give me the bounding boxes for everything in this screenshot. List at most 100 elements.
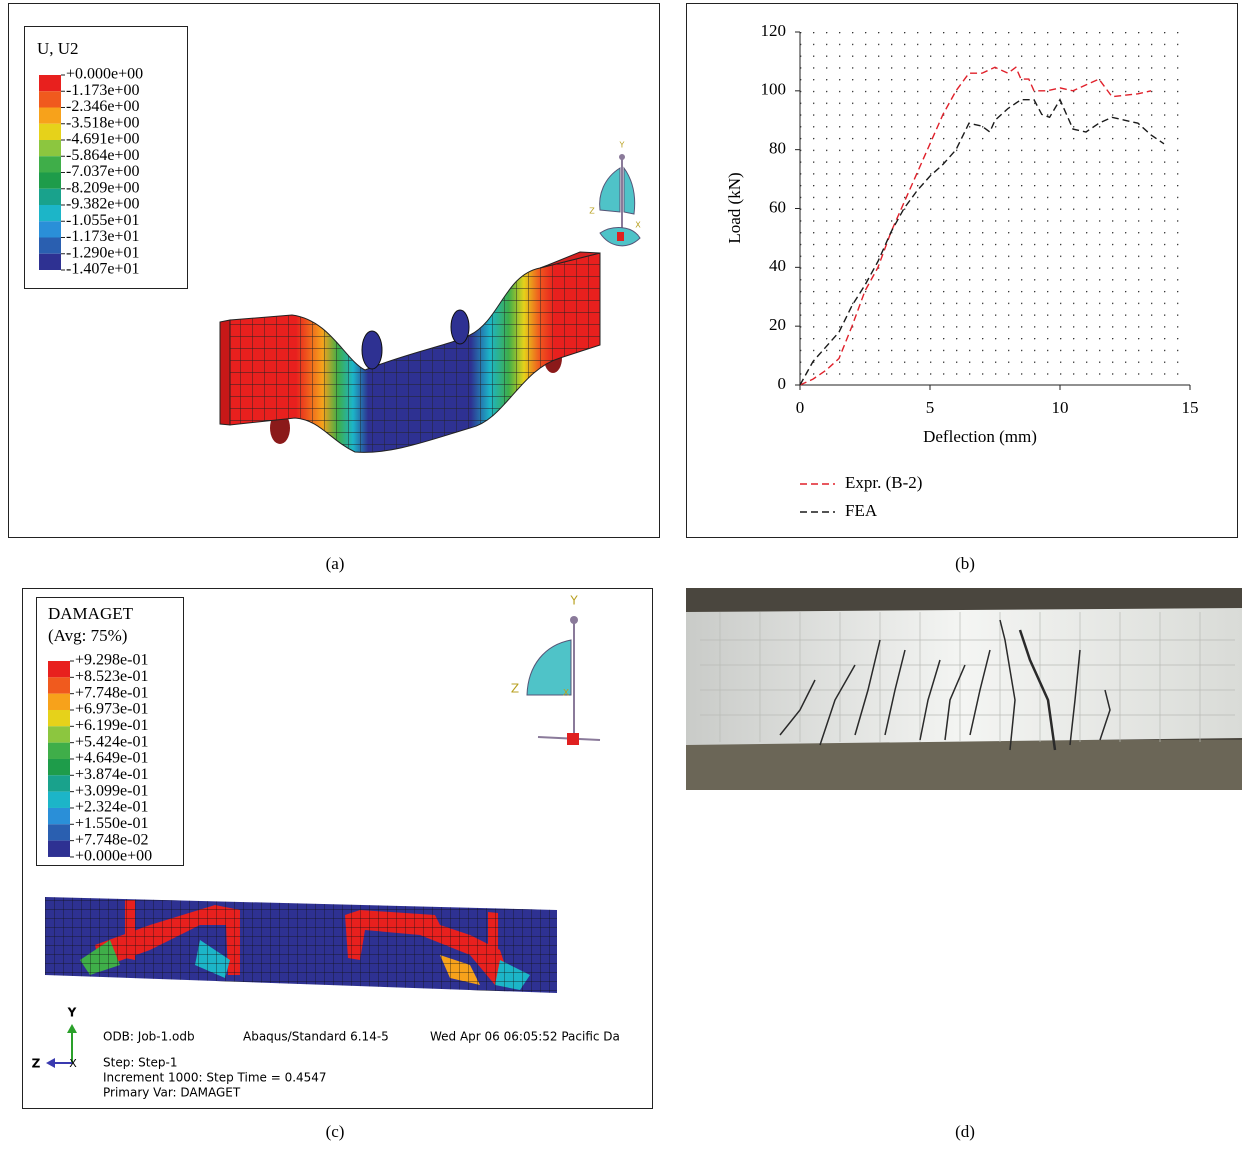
legend-label: +3.099e-01 [75, 782, 148, 799]
beam-top [539, 251, 601, 269]
axis-letter: Y [569, 594, 578, 608]
legend-label: -5.864e+00 [66, 147, 139, 164]
beam-mesh [230, 253, 600, 453]
color-band [48, 693, 70, 710]
color-band [48, 758, 70, 776]
legend-label: -2.346e+00 [66, 98, 139, 115]
legend-label: -9.382e+00 [66, 196, 139, 213]
y-tick-label: 60 [769, 197, 786, 216]
legend-label: +7.748e-01 [75, 684, 148, 701]
data-line [799, 66, 1152, 386]
color-legend: +9.298e-01+8.523e-01+7.748e-01+6.973e-01… [48, 652, 152, 865]
y-tick-label: 100 [761, 80, 787, 99]
y-tick-label: 20 [769, 315, 786, 334]
legend-label: +0.000e+00 [75, 848, 152, 865]
panel-label: (c) [326, 1122, 345, 1141]
axis-letter: X [635, 221, 641, 230]
view-triad: Y Z X [32, 1006, 78, 1071]
loading-pin [450, 309, 470, 345]
axis-letter: Z [511, 682, 519, 696]
color-band [48, 807, 70, 825]
info-text: Step: Step-1 [103, 1056, 177, 1070]
y-axis-title: Load (kN) [725, 172, 744, 243]
chart: 0 20 40 60 80 100 120 0 5 10 15 Expr. (B-2) FEA [761, 21, 1199, 520]
legend-label: +4.649e-01 [75, 750, 148, 767]
x-tick-label: 5 [926, 398, 935, 417]
color-band [39, 156, 61, 173]
legend-label: -1.173e+01 [66, 228, 139, 245]
legend-label: +3.874e-01 [75, 766, 148, 783]
legend-label: -1.407e+01 [66, 261, 139, 278]
x-tick-label: 15 [1182, 398, 1199, 417]
legend-label: -7.037e+00 [66, 163, 139, 180]
damage-beam [45, 897, 557, 993]
legend-label: -1.173e+00 [66, 82, 139, 99]
info-text: Abaqus/Standard 6.14-5 [243, 1030, 389, 1044]
legend-label: -8.209e+00 [66, 179, 139, 196]
panel-label: (a) [326, 554, 345, 573]
legend-label: +1.550e-01 [75, 815, 148, 832]
y-tick-label: 80 [769, 139, 786, 158]
info-text: Primary Var: DAMAGET [103, 1086, 241, 1100]
x-tick-label: 0 [796, 398, 805, 417]
panel-label: (b) [955, 554, 975, 573]
color-band [48, 742, 70, 759]
legend-label: +6.973e-01 [75, 701, 148, 718]
legend-label: -1.055e+01 [66, 212, 139, 229]
y-tick-label: 40 [769, 256, 786, 275]
color-band [48, 677, 70, 694]
legend-label: +8.523e-01 [75, 668, 148, 685]
axis-letter: X [563, 689, 569, 699]
color-band [48, 791, 70, 808]
color-band [48, 840, 70, 857]
panel-label: (d) [955, 1122, 975, 1141]
legend-title: U, U2 [37, 39, 79, 58]
color-band [39, 221, 61, 238]
color-legend: +0.000e+00-1.173e+00-2.346e+00-3.518e+00… [39, 66, 143, 278]
grid-dots [800, 32, 1190, 385]
info-text: Wed Apr 06 06:05:52 Pacific Da [430, 1030, 620, 1044]
color-band [39, 172, 61, 189]
legend-label: +5.424e-01 [75, 733, 148, 750]
color-band [48, 726, 70, 743]
legend-subtitle: (Avg: 75%) [48, 626, 127, 645]
axis-letter: Z [32, 1057, 41, 1071]
loading-pin [361, 330, 383, 370]
color-band [39, 140, 61, 157]
x-tick-label: 10 [1052, 398, 1069, 417]
color-band [48, 775, 70, 792]
info-text: Increment 1000: Step Time = 0.4547 [103, 1071, 327, 1085]
color-band [48, 824, 70, 841]
x-axis-title: Deflection (mm) [923, 427, 1037, 446]
color-band [48, 709, 70, 727]
legend-label: FEA [845, 501, 878, 520]
color-band [39, 123, 61, 140]
orientation-triad: Y Z X [511, 594, 601, 745]
color-band [39, 75, 61, 92]
legend-label: Expr. (B-2) [845, 473, 922, 492]
color-band [39, 188, 61, 205]
color-band [39, 253, 61, 270]
axis-letter: Y [619, 141, 625, 150]
legend-title: DAMAGET [48, 604, 134, 623]
axis-letter: Z [589, 207, 595, 216]
deformed-beam [219, 251, 601, 453]
legend-label: +6.199e-01 [75, 717, 148, 734]
legend-label: -1.290e+01 [66, 244, 139, 261]
axis-letter: X [69, 1057, 77, 1070]
color-band [39, 107, 61, 124]
test-photo [686, 588, 1242, 790]
orientation-triad: Y Z X [589, 141, 641, 247]
legend-label: +7.748e-02 [75, 831, 148, 848]
legend-label: -4.691e+00 [66, 131, 139, 148]
info-text: ODB: Job-1.odb [103, 1030, 195, 1044]
legend-label: +9.298e-01 [75, 652, 148, 669]
legend-label: -3.518e+00 [66, 114, 139, 131]
legend-label: +0.000e+00 [66, 66, 143, 83]
beam-mesh [45, 897, 557, 993]
color-band [39, 205, 61, 222]
color-band [39, 91, 61, 108]
color-band [39, 237, 61, 254]
